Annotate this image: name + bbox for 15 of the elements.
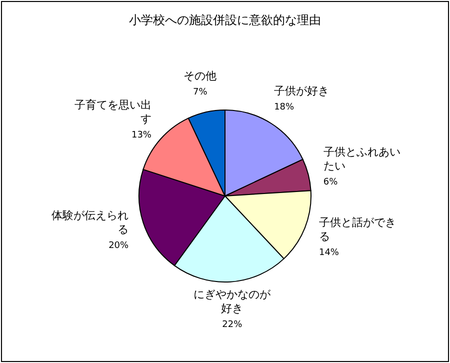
slice-label: 体験が伝えられる — [52, 209, 129, 236]
data-label: 13% — [131, 130, 152, 141]
slice-label: 子供と話ができる — [318, 216, 396, 243]
data-label: 6% — [323, 178, 338, 188]
slice-label: 子供とふれあいたい — [323, 146, 400, 173]
slice-label: 子供が好き — [274, 84, 330, 98]
data-label: 20% — [108, 241, 130, 252]
chart-title: 小学校への施設併設に意欲的な理由 — [129, 13, 321, 27]
data-label: 14% — [318, 248, 340, 258]
slice-label: にぎやかなのが好き — [194, 288, 272, 315]
data-label: 18% — [274, 102, 295, 113]
data-label: 7% — [192, 88, 208, 98]
slice-label: その他 — [184, 70, 217, 83]
data-label: 22% — [222, 320, 243, 330]
slice-label: 子育てを思い出す — [74, 98, 152, 126]
